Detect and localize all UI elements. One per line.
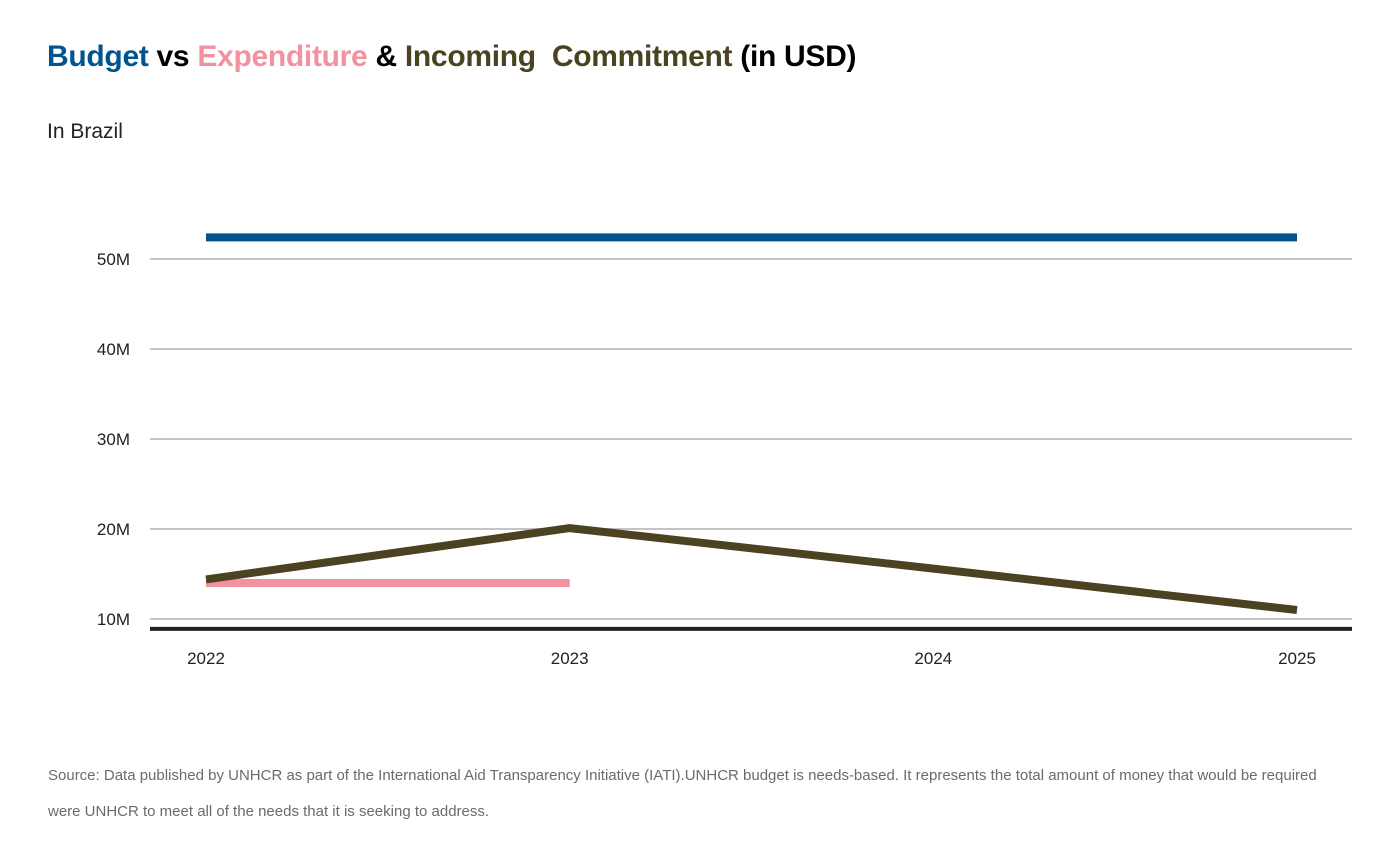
title-unit: (in USD) — [732, 40, 857, 73]
y-axis-ticks: 10M 20M 30M 40M 50M — [97, 250, 130, 629]
x-tick-label: 2022 — [187, 649, 225, 668]
y-tick-label: 20M — [97, 520, 130, 539]
y-tick-label: 10M — [97, 610, 130, 629]
title-expenditure: Expenditure — [197, 40, 368, 73]
x-tick-label: 2024 — [914, 649, 952, 668]
y-tick-label: 40M — [97, 340, 130, 359]
title-incoming-commitment: Incoming Commitment — [404, 40, 733, 73]
series-incoming-commitment-line — [205, 524, 1298, 614]
gridlines — [150, 258, 1352, 620]
x-tick-label: 2025 — [1278, 649, 1316, 668]
y-tick-label: 30M — [97, 430, 130, 449]
source-note: Source: Data published by UNHCR as part … — [48, 767, 1317, 820]
series-lines — [205, 233, 1298, 614]
title-budget: Budget — [47, 40, 149, 73]
title-vs: vs — [148, 40, 198, 73]
chart-title: Budget vs Expenditure & Incoming Commitm… — [47, 40, 856, 74]
title-and: & — [367, 40, 405, 73]
y-tick-label: 50M — [97, 250, 130, 269]
x-axis-ticks: 2022 2023 2024 2025 — [187, 649, 1316, 668]
x-tick-label: 2023 — [551, 649, 589, 668]
line-chart: 10M 20M 30M 40M 50M 2022 2023 2024 2025 — [97, 233, 1352, 668]
chart-subtitle: In Brazil — [47, 120, 123, 143]
